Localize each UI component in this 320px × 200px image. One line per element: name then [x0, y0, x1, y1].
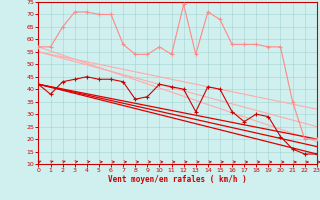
X-axis label: Vent moyen/en rafales ( km/h ): Vent moyen/en rafales ( km/h ) [108, 175, 247, 184]
